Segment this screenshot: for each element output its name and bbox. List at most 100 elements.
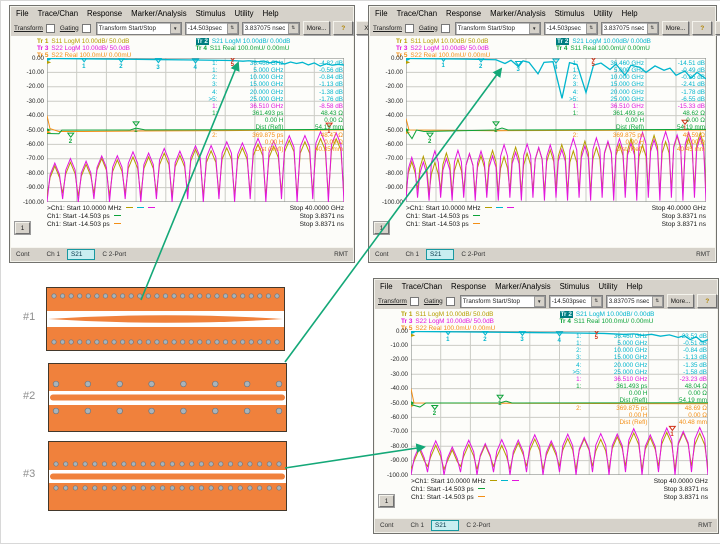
- start-time-spinner[interactable]: -14.503psec ⇅: [184, 21, 239, 35]
- dropdown-arrow-icon[interactable]: ▼: [533, 295, 545, 307]
- y-axis-label: -50.00: [26, 126, 44, 134]
- stop-time-spinner[interactable]: 3.837075 nsec ⇅: [600, 21, 659, 35]
- channel-button[interactable]: 1: [374, 222, 389, 234]
- menu-markeranalysis[interactable]: Marker/Analysis: [490, 9, 546, 18]
- trace-desc: S22 Real 100.0mU/ 0.00mU: [51, 52, 132, 59]
- pcb-label-1: #1: [23, 311, 36, 323]
- dropdown-arrow-icon[interactable]: ▼: [528, 22, 540, 34]
- marker-readout-row: 1: 361.493 ps 48.04 Ω: [565, 383, 708, 390]
- via: [72, 485, 78, 491]
- legend-item: Tr 4 S11 Real 100.0mU/ 0.00mU: [560, 318, 654, 325]
- marker-triangle-icon: [68, 133, 74, 137]
- menu-utility[interactable]: Utility: [593, 9, 613, 18]
- menu-stimulus[interactable]: Stimulus: [559, 282, 590, 291]
- marker-stimulus: 5.000 GHz: [253, 67, 284, 75]
- trace-desc: S22 LogM 10.00dB/ 50.0dB: [415, 318, 494, 325]
- trace-tag: Tr 4: [195, 45, 207, 52]
- gating-checkbox[interactable]: [445, 296, 455, 306]
- status-channel: Ch 1: [410, 522, 425, 529]
- menu-stimulus[interactable]: Stimulus: [195, 9, 226, 18]
- marker-glyph-label: 3: [156, 64, 160, 71]
- menu-response[interactable]: Response: [446, 9, 482, 18]
- gating-checkbox[interactable]: [81, 23, 91, 33]
- marker-readout-row: 0.00 H 0.00 Ω: [565, 390, 708, 397]
- marker-response: -23.52 dB: [679, 333, 707, 340]
- transform-mode-select[interactable]: Transform Start/Stop ▼: [454, 21, 541, 35]
- via: [171, 293, 177, 299]
- status-measurement[interactable]: S21: [426, 249, 455, 260]
- marker-stimulus: 369.875 ps: [612, 131, 644, 139]
- help-button[interactable]: ?: [697, 294, 718, 308]
- marker-stimulus: 15.000 GHz: [613, 354, 648, 362]
- marker-stimulus: 10.000 GHz: [610, 74, 644, 82]
- status-rmt: RMT: [698, 522, 712, 529]
- stop-time-spinner[interactable]: 3.837075 nsec ⇅: [605, 294, 664, 308]
- menu-stimulus[interactable]: Stimulus: [554, 9, 585, 18]
- start-time-spinner[interactable]: -14.503psec ⇅: [543, 21, 598, 35]
- start-time-spinner[interactable]: -14.503psec ⇅: [548, 294, 603, 308]
- spinner-arrows-icon[interactable]: ⇅: [585, 22, 597, 34]
- menu-file[interactable]: File: [380, 282, 393, 291]
- menu-help[interactable]: Help: [621, 9, 638, 18]
- channel-stop: Stop 40.0000 GHz: [651, 205, 706, 212]
- spinner-arrows-icon[interactable]: ⇅: [651, 295, 663, 307]
- trace-tag: Tr 2: [556, 38, 570, 45]
- y-axis-label: -50.00: [390, 399, 408, 407]
- menu-tracechan[interactable]: Trace/Chan: [37, 9, 79, 18]
- spinner-arrows-icon[interactable]: ⇅: [590, 295, 602, 307]
- marker-stimulus: Dist (Refl): [616, 124, 644, 132]
- legend-item: Tr 5 S22 Real 100.0mU/ 0.00mU: [37, 52, 131, 59]
- more-button[interactable]: More...: [666, 294, 695, 308]
- menu-file[interactable]: File: [16, 9, 29, 18]
- more-button[interactable]: More...: [302, 21, 331, 35]
- menu-response[interactable]: Response: [451, 282, 487, 291]
- marker-glyph-label: 2: [432, 411, 437, 418]
- y-axis-label: -40.00: [390, 385, 408, 393]
- more-button[interactable]: More...: [661, 21, 690, 35]
- menu-tracechan[interactable]: Trace/Chan: [396, 9, 438, 18]
- marker-readout-row: 1: 36.460 GHz -4.82 dB: [201, 60, 344, 67]
- y-axis-label: -40.00: [26, 112, 44, 120]
- menu-file[interactable]: File: [375, 9, 388, 18]
- legend-item: Tr 1 S11 LogM 10.00dB/ 50.0dB: [396, 38, 488, 45]
- marker-triangle-icon: [193, 59, 199, 63]
- channel-button[interactable]: 1: [15, 222, 30, 234]
- dropdown-arrow-icon[interactable]: ▼: [169, 22, 181, 34]
- transform-mode-select[interactable]: Transform Start/Stop ▼: [459, 294, 546, 308]
- spinner-arrows-icon[interactable]: ⇅: [226, 22, 238, 34]
- via: [160, 461, 166, 467]
- menu-help[interactable]: Help: [262, 9, 279, 18]
- close-button[interactable]: X: [715, 21, 720, 35]
- menu-utility[interactable]: Utility: [598, 282, 618, 291]
- spinner-arrows-icon[interactable]: ⇅: [287, 22, 299, 34]
- via: [102, 293, 109, 299]
- marker-readout-row: Dist (Refl) 54.19 mm: [201, 124, 344, 131]
- footer-row: Ch1: Start -14.503 ps Stop 3.8371 ns: [47, 213, 344, 221]
- menu-help[interactable]: Help: [626, 282, 643, 291]
- menu-response[interactable]: Response: [87, 9, 123, 18]
- via: [162, 293, 169, 299]
- help-button[interactable]: ?: [333, 21, 354, 35]
- transform-mode-select[interactable]: Transform Start/Stop ▼: [95, 21, 182, 35]
- menu-markeranalysis[interactable]: Marker/Analysis: [131, 9, 187, 18]
- marker-readout-row: 2: 369.875 ps 48.69 Ω: [565, 405, 708, 412]
- spinner-arrows-icon[interactable]: ⇅: [646, 22, 658, 34]
- transform-checkbox[interactable]: [404, 23, 414, 33]
- stop-time-spinner[interactable]: 3.837075 nsec ⇅: [241, 21, 300, 35]
- gating-checkbox[interactable]: [440, 23, 450, 33]
- menu-tracechan[interactable]: Trace/Chan: [401, 282, 443, 291]
- menu-markeranalysis[interactable]: Marker/Analysis: [495, 282, 551, 291]
- menu-utility[interactable]: Utility: [234, 9, 254, 18]
- via: [77, 293, 83, 299]
- legend-item: Tr 1 S11 LogM 10.00dB/ 50.0dB: [37, 38, 129, 45]
- status-measurement[interactable]: S21: [67, 249, 96, 260]
- transform-checkbox[interactable]: [45, 23, 55, 33]
- status-measurement[interactable]: S21: [431, 520, 460, 531]
- y-axis-label: -10.00: [390, 341, 408, 349]
- center-trace: [50, 394, 285, 401]
- transform-checkbox[interactable]: [409, 296, 419, 306]
- channel-button[interactable]: 1: [379, 495, 394, 507]
- marker-readout-row: 1: 5.000 GHz -0.51 dB: [565, 340, 708, 347]
- help-button[interactable]: ?: [692, 21, 713, 35]
- marker-readout-row: Dist (Refl) 54.19 mm: [562, 124, 706, 131]
